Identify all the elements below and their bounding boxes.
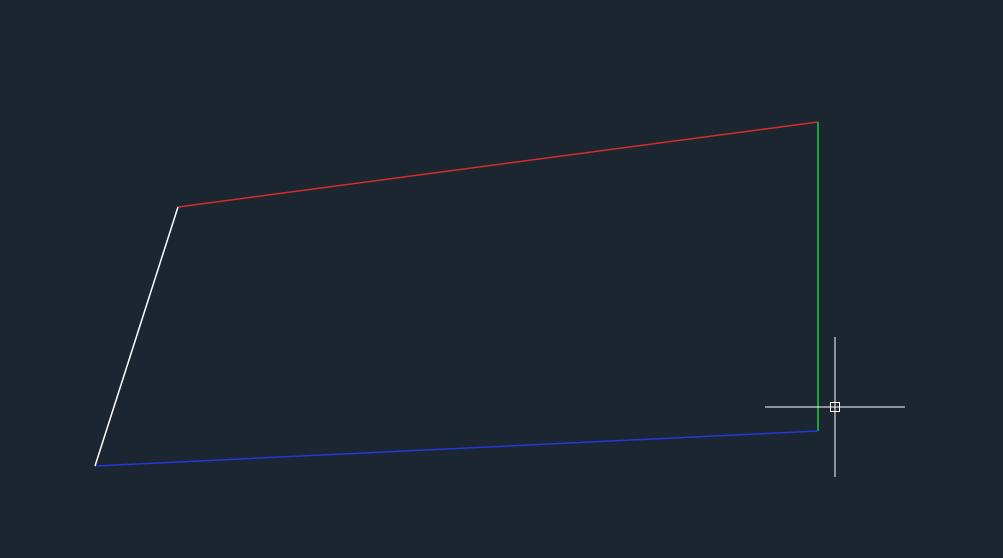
bottom-edge-blue[interactable] (95, 431, 818, 466)
top-edge-red[interactable] (178, 122, 818, 207)
left-edge-white[interactable] (95, 207, 178, 466)
crosshair-cursor (765, 337, 905, 477)
model-space-viewport[interactable] (0, 0, 1003, 558)
drawing-polyline[interactable] (95, 122, 818, 466)
